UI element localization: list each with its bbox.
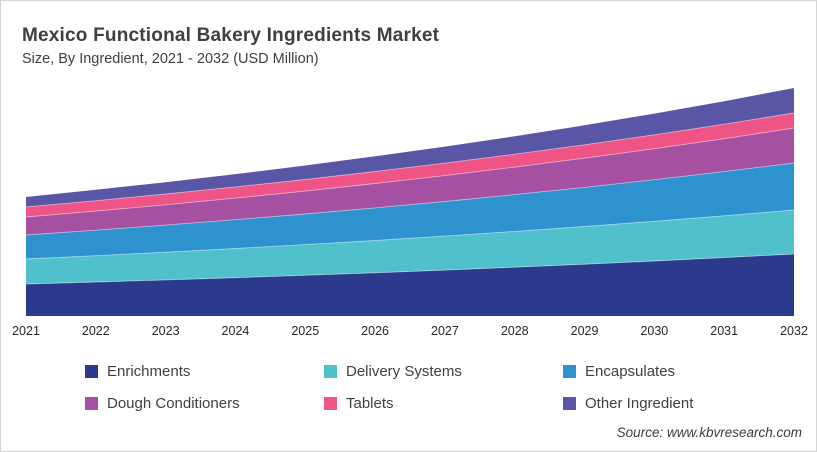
source-note: Source: www.kbvresearch.com [616, 425, 802, 440]
x-axis-label-2028: 2028 [500, 324, 529, 338]
legend-item-encapsulates: Encapsulates [563, 363, 785, 380]
legend-swatch-dough-conditioners [85, 397, 98, 410]
band-separator [26, 127, 794, 218]
legend-label-delivery-systems: Delivery Systems [346, 363, 462, 380]
legend-row-1: Enrichments Delivery Systems Encapsulate… [85, 363, 785, 380]
area-other-ingredient [26, 88, 794, 207]
legend-item-other-ingredient: Other Ingredient [563, 395, 785, 412]
legend-label-enrichments: Enrichments [107, 363, 191, 380]
chart-subtitle: Size, By Ingredient, 2021 - 2032 (USD Mi… [22, 51, 319, 67]
legend-swatch-other-ingredient [563, 397, 576, 410]
legend-row-2: Dough Conditioners Tablets Other Ingredi… [85, 395, 785, 412]
area-enrichments [26, 254, 794, 316]
legend-item-dough-conditioners: Dough Conditioners [85, 395, 324, 412]
x-axis-label-2022: 2022 [81, 324, 110, 338]
band-separator [26, 209, 794, 260]
legend-item-delivery-systems: Delivery Systems [324, 363, 563, 380]
chart-legend: Enrichments Delivery Systems Encapsulate… [85, 363, 785, 427]
band-separator [26, 253, 794, 285]
x-axis-label-2030: 2030 [640, 324, 669, 338]
area-dough-conditioners [26, 128, 794, 235]
x-axis-label-2029: 2029 [570, 324, 599, 338]
x-axis-label-2025: 2025 [291, 324, 320, 338]
x-axis-label-2027: 2027 [431, 324, 459, 338]
legend-label-tablets: Tablets [346, 395, 394, 412]
legend-swatch-encapsulates [563, 365, 576, 378]
x-axis-label-2021: 2021 [12, 324, 40, 338]
area-delivery-systems [26, 210, 794, 284]
x-axis: 2021 2022 2023 2024 2025 2026 2027 2028 2029 2030… [12, 324, 808, 342]
chart-title: Mexico Functional Bakery Ingredients Mar… [22, 25, 440, 46]
stacked-area-svg [26, 88, 794, 316]
plot-area [26, 85, 794, 316]
x-axis-label-2024: 2024 [221, 324, 250, 338]
legend-item-enrichments: Enrichments [85, 363, 324, 380]
legend-swatch-tablets [324, 397, 337, 410]
legend-swatch-enrichments [85, 365, 98, 378]
x-axis-label-2023: 2023 [151, 324, 180, 338]
legend-swatch-delivery-systems [324, 365, 337, 378]
legend-label-encapsulates: Encapsulates [585, 363, 676, 380]
legend-label-other-ingredient: Other Ingredient [585, 395, 694, 412]
legend-item-tablets: Tablets [324, 395, 563, 412]
x-axis-label-2032: 2032 [780, 324, 808, 338]
x-axis-label-2026: 2026 [361, 324, 389, 338]
x-axis-label-2031: 2031 [710, 324, 739, 338]
area-tablets [26, 113, 794, 217]
band-separator [26, 112, 794, 208]
area-encapsulates [26, 163, 794, 259]
band-separator [26, 162, 794, 236]
legend-label-dough-conditioners: Dough Conditioners [107, 395, 240, 412]
